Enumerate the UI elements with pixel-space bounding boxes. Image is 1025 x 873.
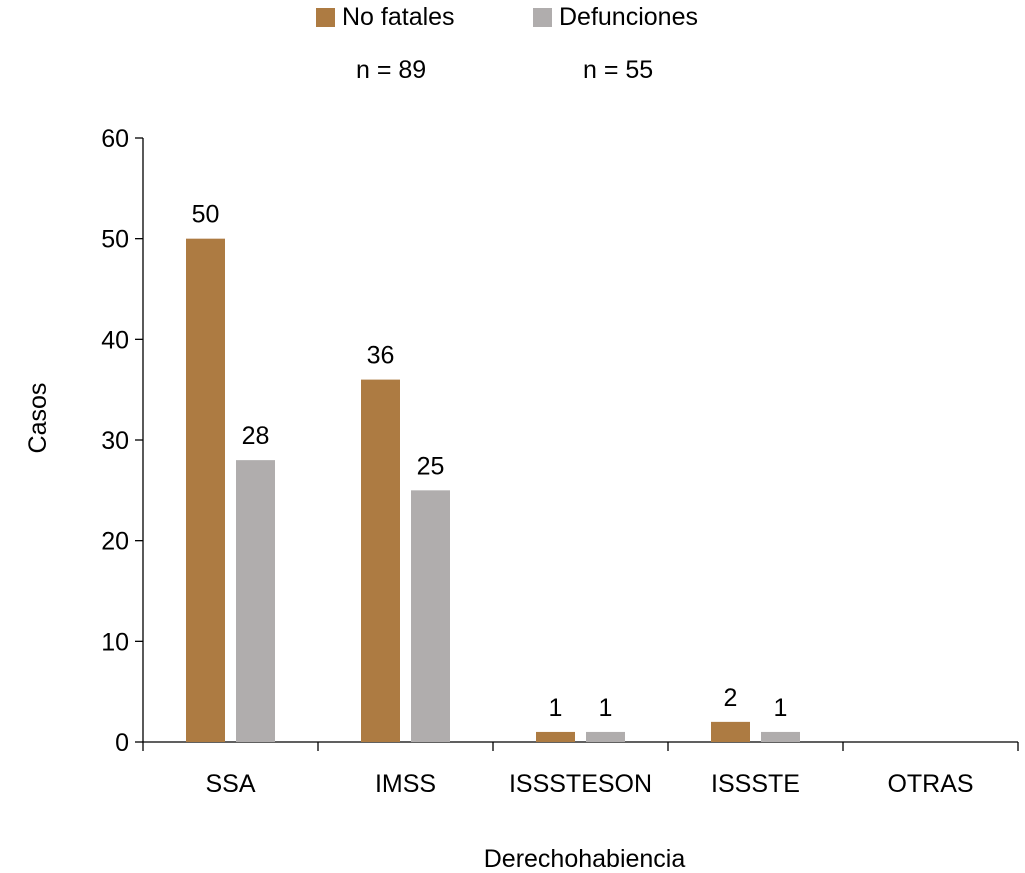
data-label: 1 xyxy=(549,694,563,722)
y-tick-label: 0 xyxy=(115,729,129,757)
y-tick-label: 10 xyxy=(101,628,129,656)
legend-swatch-defunciones xyxy=(533,8,552,27)
n-label-defunciones: n = 55 xyxy=(583,56,654,84)
y-tick-label: 20 xyxy=(101,528,129,556)
x-axis-title: Derechohabiencia xyxy=(484,845,686,873)
y-tick-label: 50 xyxy=(101,226,129,254)
data-label: 25 xyxy=(417,452,445,480)
data-label: 28 xyxy=(242,422,270,450)
bar-defunciones-imss xyxy=(411,490,450,742)
legend-label-defunciones: Defunciones xyxy=(559,3,698,31)
y-tick-label: 30 xyxy=(101,427,129,455)
x-tick-label: IMSS xyxy=(375,770,436,798)
legend-swatch-no-fatales xyxy=(316,8,335,27)
legend-label-no-fatales: No fatales xyxy=(342,3,455,31)
x-tick-label: ISSSTESON xyxy=(509,770,652,798)
y-tick-label: 40 xyxy=(101,326,129,354)
n-label-no-fatales: n = 89 xyxy=(356,56,427,84)
data-label: 50 xyxy=(192,201,220,229)
data-label: 1 xyxy=(774,694,788,722)
legend-item-no-fatales: No fatales xyxy=(316,3,455,32)
bar-defunciones-issste xyxy=(761,731,800,742)
y-axis-title: Casos xyxy=(24,383,52,454)
x-tick-label: ISSSTE xyxy=(711,770,800,798)
data-label: 2 xyxy=(724,684,738,712)
data-label: 36 xyxy=(367,342,395,370)
legend: No fatales Defunciones xyxy=(0,3,1025,37)
bar-no-fatales-ssa xyxy=(186,238,225,742)
x-tick-label: SSA xyxy=(205,770,255,798)
bar-no-fatales-isssteson xyxy=(536,731,575,742)
bar-defunciones-isssteson xyxy=(586,731,625,742)
bar-defunciones-ssa xyxy=(236,460,275,742)
data-label: 1 xyxy=(599,694,613,722)
x-tick-label: OTRAS xyxy=(887,770,973,798)
legend-item-defunciones: Defunciones xyxy=(533,3,698,32)
y-tick-label: 60 xyxy=(101,125,129,153)
bar-no-fatales-imss xyxy=(361,379,400,742)
bar-no-fatales-issste xyxy=(711,721,750,742)
